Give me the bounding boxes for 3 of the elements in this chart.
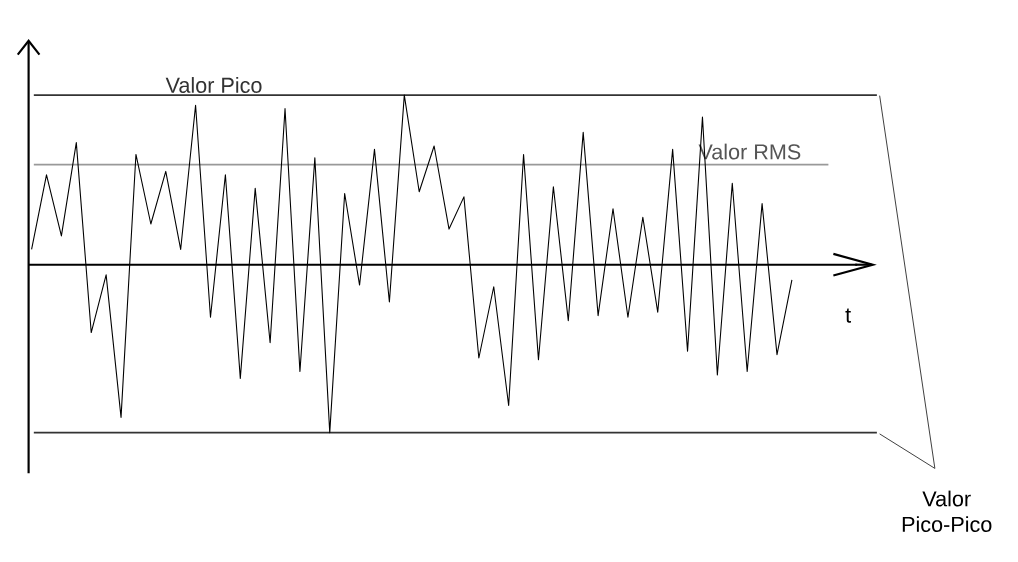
ref-line-label: Valor Pico (165, 76, 262, 93)
text: Valor Pico-Pico (902, 490, 992, 532)
x-axis-title: t (845, 308, 851, 323)
